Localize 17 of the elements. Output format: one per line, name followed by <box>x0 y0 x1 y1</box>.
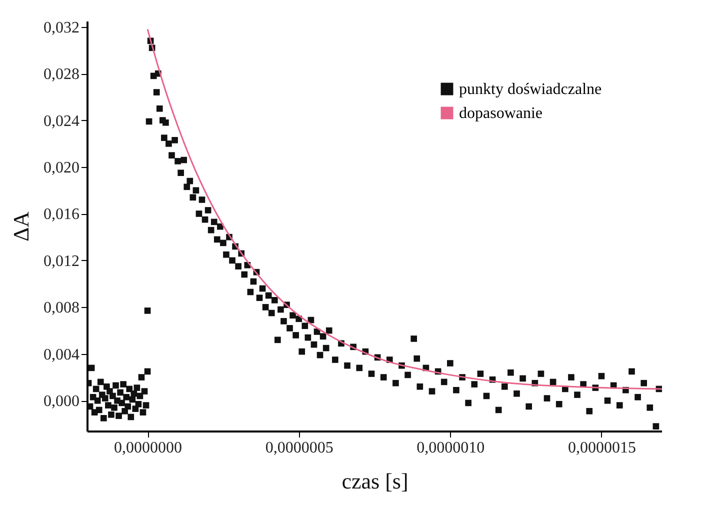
x-tick-label: 0,0000005 <box>265 440 334 456</box>
y-tick-label: 0,020 <box>44 160 80 177</box>
x-tick-label: 0,0000010 <box>416 440 485 456</box>
y-tick-label: 0,032 <box>44 19 80 36</box>
legend-label: dopasowanie <box>459 105 543 122</box>
y-tick-label: 0,024 <box>44 112 80 130</box>
y-tick-label: 0,016 <box>44 206 80 224</box>
y-axis-title: ΔA <box>8 211 34 242</box>
x-axis-title: czas [s] <box>342 468 408 494</box>
y-tick-label: 0,008 <box>44 300 80 317</box>
y-tick-label: 0,028 <box>44 66 80 84</box>
y-tick-label: 0,012 <box>44 252 80 270</box>
y-tick-label: 0,000 <box>44 393 80 410</box>
y-tick-label: 0,004 <box>44 346 80 364</box>
x-tick-label: 0,0000015 <box>568 440 636 456</box>
x-tick-label: 0,0000000 <box>114 440 182 456</box>
legend-label: punkty doświadczalne <box>459 81 602 98</box>
